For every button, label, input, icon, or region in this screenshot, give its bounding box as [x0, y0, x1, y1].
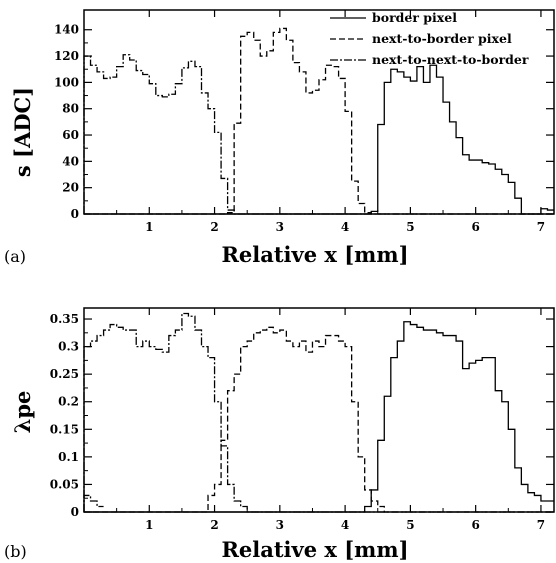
- panel-b-xtick-label: 7: [537, 518, 545, 532]
- panel-a-ytick-label: 100: [54, 75, 79, 89]
- panel-b-ytick-label: 0.1: [58, 450, 79, 464]
- panel-b-xtick-label: 1: [145, 518, 153, 532]
- panel-b-xlabel: Relative x [mm]: [221, 537, 408, 562]
- panel-a-xtick-label: 1: [145, 220, 153, 234]
- panel-a-xtick-label: 5: [406, 220, 414, 234]
- panel-b-series-next-to-next-to-border: [83, 312, 554, 513]
- panel-a-ytick-label: 40: [62, 154, 79, 168]
- legend: border pixel next-to-border pixel next-t…: [330, 10, 529, 67]
- panel-b-ticks-layer: 1 2 3 4 5 6 7 0 0.05 0.1 0.15 0.2 0.25 0.3 0.35: [50, 308, 554, 532]
- panel-a-series-border-pixel: [84, 64, 554, 215]
- panel-b-ytick-label: 0.35: [50, 312, 79, 326]
- panel-b-ytick-label: 0: [71, 505, 79, 519]
- panel-b-label: (b): [4, 542, 27, 561]
- panel-a-ylabel: s [ADC]: [10, 87, 35, 177]
- panel-b-ytick-label: 0.25: [50, 367, 79, 381]
- panel-a-label: (a): [4, 247, 26, 266]
- panel-b-series-layer: [83, 312, 554, 513]
- panel-a-xtick-label: 4: [341, 220, 349, 234]
- panel-a-xtick-label: 6: [471, 220, 479, 234]
- legend-label-border-pixel: border pixel: [372, 10, 457, 25]
- panel-b-series-extra-0: [83, 494, 104, 512]
- panel-a-series-layer: [83, 27, 554, 215]
- panel-b: 1 2 3 4 5 6 7 0 0.05 0.1 0.15 0.2 0.25 0.3 0.35 Relati…: [4, 307, 555, 562]
- panel-a-ytick-label: 140: [54, 23, 79, 37]
- panel-a-ytick-label: 60: [62, 128, 79, 142]
- panel-a-xtick-label: 3: [276, 220, 284, 234]
- panel-b-ylabel: λpe: [10, 391, 35, 434]
- panel-b-series-border-pixel: [84, 321, 554, 513]
- panel-b-ytick-label: 0.15: [50, 422, 79, 436]
- panel-b-xtick-label: 2: [210, 518, 218, 532]
- panel-b-xtick-label: 5: [406, 518, 414, 532]
- panel-a-xtick-label: 7: [537, 220, 545, 234]
- panel-a-xlabel: Relative x [mm]: [221, 242, 408, 267]
- panel-b-plot-frame: [83, 307, 555, 513]
- panel-a-ytick-label: 80: [62, 102, 79, 116]
- panel-b-xtick-label: 3: [276, 518, 284, 532]
- panel-b-xtick-label: 6: [471, 518, 479, 532]
- legend-label-next-to-next-to-border: next-to-next-to-border: [372, 52, 529, 67]
- panel-a-series-next-to-next-to-border: [83, 54, 554, 215]
- panel-b-ytick-label: 0.3: [58, 340, 79, 354]
- panel-b-xtick-label: 4: [341, 518, 349, 532]
- panel-b-ytick-label: 0.05: [50, 477, 79, 491]
- panel-a-ytick-label: 120: [54, 49, 79, 63]
- panel-b-series-next-to-border-pixel: [84, 326, 554, 513]
- panel-a-xtick-label: 2: [210, 220, 218, 234]
- legend-label-next-to-border: next-to-border pixel: [372, 31, 512, 46]
- panel-a-ytick-label: 20: [62, 181, 79, 195]
- panel-b-ytick-label: 0.2: [58, 395, 79, 409]
- panel-a-ytick-label: 0: [71, 207, 79, 221]
- panel-a-ticks-layer: 1 2 3 4 5 6 7 0 20 40 60 80 100 120 140: [54, 10, 554, 234]
- panel-a: 1 2 3 4 5 6 7 0 20 40 60 80 100 120 140 Relative x [mm…: [4, 9, 555, 267]
